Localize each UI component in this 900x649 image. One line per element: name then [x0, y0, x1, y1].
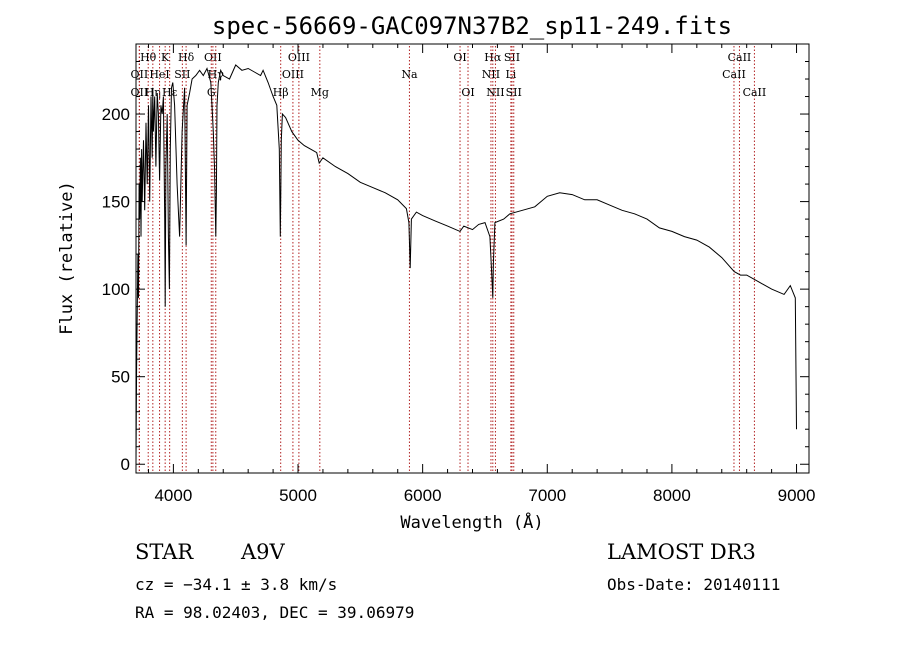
line-marker-label-0: Hθ — [140, 51, 157, 64]
x-tick-label-3: 7000 — [528, 486, 566, 505]
x-tick-label-4: 8000 — [653, 486, 691, 505]
line-marker-label-26: CaII — [722, 68, 746, 81]
line-marker-label-15: Mg — [311, 86, 329, 99]
x-axis-label: Wavelength (Å) — [400, 511, 543, 533]
y-tick-label-2: 100 — [102, 280, 130, 299]
line-marker-label-16: Na — [401, 68, 418, 81]
y-axis-label: Flux (relative) — [57, 181, 77, 335]
line-marker-label-2: OII — [131, 86, 149, 99]
line-marker-label-12: OIII — [288, 51, 310, 64]
line-marker-label-14: Hβ — [273, 86, 289, 99]
line-marker-label-23: Li — [505, 68, 516, 81]
x-tick-label-1: 5000 — [279, 486, 317, 505]
x-tick-label-5: 9000 — [778, 486, 816, 505]
spectrum-line-group — [135, 64, 797, 465]
x-tick-label-2: 6000 — [404, 486, 442, 505]
survey-name: LAMOST DR3 — [607, 540, 756, 564]
chart-title: spec-56669-GAC097N37B2_sp11-249.fits — [212, 12, 732, 40]
line-marker-label-5: HeI — [149, 68, 169, 81]
object-subclass: A9V — [241, 540, 285, 564]
line-marker-label-19: Hα — [484, 51, 502, 64]
line-marker-label-18: OI — [461, 86, 474, 99]
line-marker-label-20: NII — [482, 68, 500, 81]
line-marker-label-7: Hδ — [178, 51, 195, 64]
line-marker-label-6: Hε — [162, 86, 178, 99]
x-axis: 4000 5000 6000 7000 8000 9000 — [147, 44, 816, 505]
redshift-cz: cz = −34.1 ± 3.8 km/s — [135, 575, 338, 594]
line-marker-label-24: SII — [506, 86, 522, 99]
observation-date: Obs-Date: 20140111 — [607, 575, 781, 594]
spectrum-line — [135, 64, 797, 465]
line-marker-label-9: OII — [204, 51, 222, 64]
y-axis: 0 50 100 150 200 — [102, 61, 809, 474]
y-tick-label-1: 50 — [111, 368, 130, 387]
line-marker-label-17: OI — [453, 51, 466, 64]
line-marker-label-27: CaII — [743, 86, 767, 99]
line-marker-label-21: NII — [486, 86, 504, 99]
plot-frame — [135, 43, 810, 474]
coordinates: RA = 98.02403, DEC = 39.06979 — [135, 603, 415, 622]
x-tick-label-0: 4000 — [154, 486, 192, 505]
y-tick-label-4: 200 — [102, 105, 130, 124]
line-marker-label-8: SII — [174, 68, 190, 81]
y-tick-label-0: 0 — [121, 455, 130, 474]
y-tick-label-3: 150 — [102, 193, 130, 212]
line-marker-label-22: SII — [504, 51, 520, 64]
line-marker-label-25: CaII — [728, 51, 752, 64]
line-marker-label-4: K — [161, 51, 170, 64]
object-class: STAR — [135, 540, 194, 564]
line-marker-label-13: OIII — [282, 68, 304, 81]
